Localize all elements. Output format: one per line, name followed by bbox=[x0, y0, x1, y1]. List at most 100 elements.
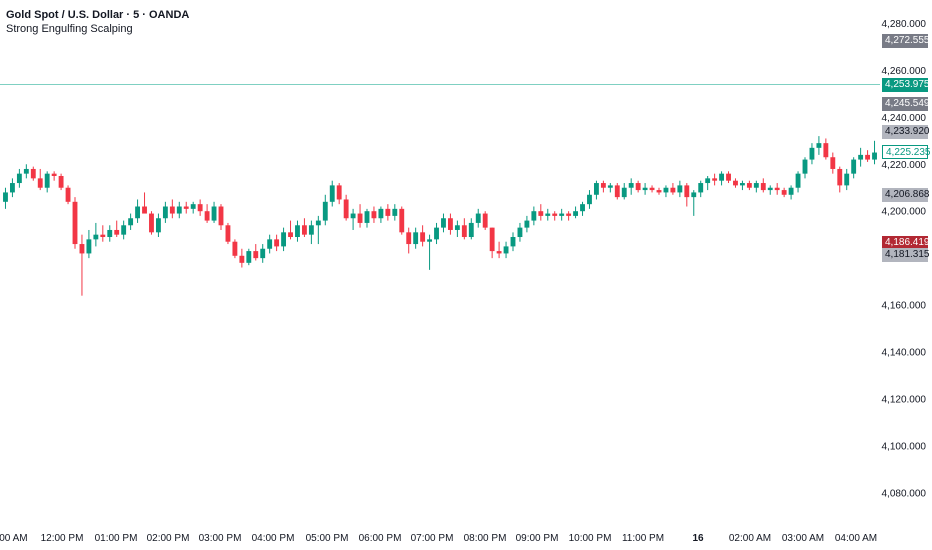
candle-body bbox=[600, 183, 606, 188]
candle bbox=[566, 211, 572, 221]
candle bbox=[72, 197, 78, 249]
candle-body bbox=[114, 229, 120, 235]
candle-body bbox=[774, 187, 780, 191]
candle bbox=[44, 171, 50, 193]
price-tag[interactable]: 4,272.555 bbox=[882, 33, 930, 48]
candle bbox=[524, 215, 530, 233]
candle-body bbox=[691, 192, 697, 198]
price-tick-label: 4,080.000 bbox=[882, 488, 927, 499]
candle bbox=[315, 215, 321, 245]
candle-body bbox=[447, 218, 453, 230]
price-tag[interactable]: 4,206.868 bbox=[882, 188, 930, 203]
candle bbox=[635, 180, 641, 193]
candle-body bbox=[218, 206, 224, 226]
symbol-title[interactable]: Gold Spot / U.S. Dollar · 5 · OANDA bbox=[6, 9, 190, 21]
candle-body bbox=[267, 239, 273, 249]
price-tick-label: 4,100.000 bbox=[882, 441, 927, 452]
candle-body bbox=[246, 251, 252, 263]
candle bbox=[809, 143, 815, 165]
candle bbox=[128, 213, 134, 230]
candle-body bbox=[726, 173, 731, 181]
candle bbox=[413, 227, 419, 249]
candle bbox=[232, 239, 238, 259]
candle bbox=[441, 213, 446, 233]
candle-body bbox=[295, 225, 300, 238]
candle-body bbox=[350, 213, 356, 219]
candle-body bbox=[65, 187, 71, 202]
candle bbox=[183, 201, 189, 214]
candle bbox=[218, 204, 224, 230]
candle bbox=[267, 234, 273, 254]
candle bbox=[733, 178, 738, 188]
price-tag[interactable]: 4,253.975 bbox=[882, 77, 930, 92]
candle-body bbox=[308, 225, 314, 235]
candle bbox=[468, 218, 474, 240]
price-tag[interactable]: 4,181.315 bbox=[882, 248, 930, 263]
candle bbox=[308, 220, 314, 245]
candle bbox=[760, 178, 766, 193]
price-tag[interactable]: 4,186.419 bbox=[882, 236, 930, 251]
candle-body bbox=[169, 206, 175, 214]
candle-body bbox=[705, 178, 711, 184]
candle-body bbox=[454, 225, 460, 230]
candle bbox=[719, 171, 725, 186]
candle-body bbox=[524, 220, 530, 228]
candle-body bbox=[121, 225, 127, 235]
candle-body bbox=[211, 206, 217, 221]
candle-body bbox=[809, 147, 815, 160]
indicator-title[interactable]: Strong Engulfing Scalping bbox=[6, 23, 133, 35]
candle bbox=[364, 208, 370, 228]
candle bbox=[496, 241, 502, 259]
candle bbox=[295, 220, 300, 242]
candle bbox=[322, 194, 328, 226]
candle-body bbox=[614, 185, 620, 198]
candle-body bbox=[621, 187, 627, 198]
price-tag[interactable]: 4,225.235 bbox=[882, 144, 931, 159]
time-tick-label: 08:00 PM bbox=[464, 533, 507, 544]
candle bbox=[788, 185, 794, 200]
candle-body bbox=[684, 185, 690, 198]
candle bbox=[781, 187, 787, 198]
candle-body bbox=[538, 211, 544, 216]
candle-body bbox=[607, 185, 613, 188]
candle bbox=[830, 152, 836, 174]
candle bbox=[246, 248, 252, 266]
price-tick-label: 4,240.000 bbox=[882, 113, 927, 124]
time-tick-label: 10:00 PM bbox=[569, 533, 612, 544]
candle bbox=[86, 229, 92, 259]
candle bbox=[593, 180, 599, 200]
price-tick-label: 4,200.000 bbox=[882, 207, 927, 218]
candle-body bbox=[107, 229, 113, 238]
price-tag[interactable]: 4,245.549 bbox=[882, 97, 930, 112]
candle-body bbox=[239, 255, 245, 263]
price-tick-label: 4,120.000 bbox=[882, 394, 927, 405]
candle-body bbox=[190, 204, 196, 209]
candle-body bbox=[559, 213, 565, 216]
candle bbox=[865, 150, 871, 162]
candle bbox=[670, 183, 676, 195]
candle-body bbox=[573, 211, 579, 216]
candle bbox=[3, 187, 8, 209]
candle-body bbox=[399, 208, 405, 233]
candle-body bbox=[142, 206, 147, 214]
candle bbox=[176, 201, 182, 219]
candle bbox=[378, 206, 384, 223]
candle bbox=[301, 218, 307, 238]
candle-body bbox=[72, 201, 78, 245]
candle bbox=[705, 176, 711, 191]
candle bbox=[795, 171, 801, 193]
price-tag[interactable]: 4,233.920 bbox=[882, 124, 930, 139]
candle-body bbox=[753, 183, 759, 188]
candle-body bbox=[628, 183, 634, 188]
candle bbox=[851, 157, 857, 179]
legend-block: Gold Spot / U.S. Dollar · 5 · OANDA Stro… bbox=[6, 8, 189, 36]
candle-body bbox=[44, 173, 50, 188]
candle bbox=[149, 211, 154, 235]
candle-body bbox=[30, 168, 36, 179]
candle-body bbox=[51, 173, 57, 176]
candle bbox=[260, 244, 266, 263]
candle-body bbox=[128, 218, 134, 226]
candle bbox=[698, 180, 704, 198]
